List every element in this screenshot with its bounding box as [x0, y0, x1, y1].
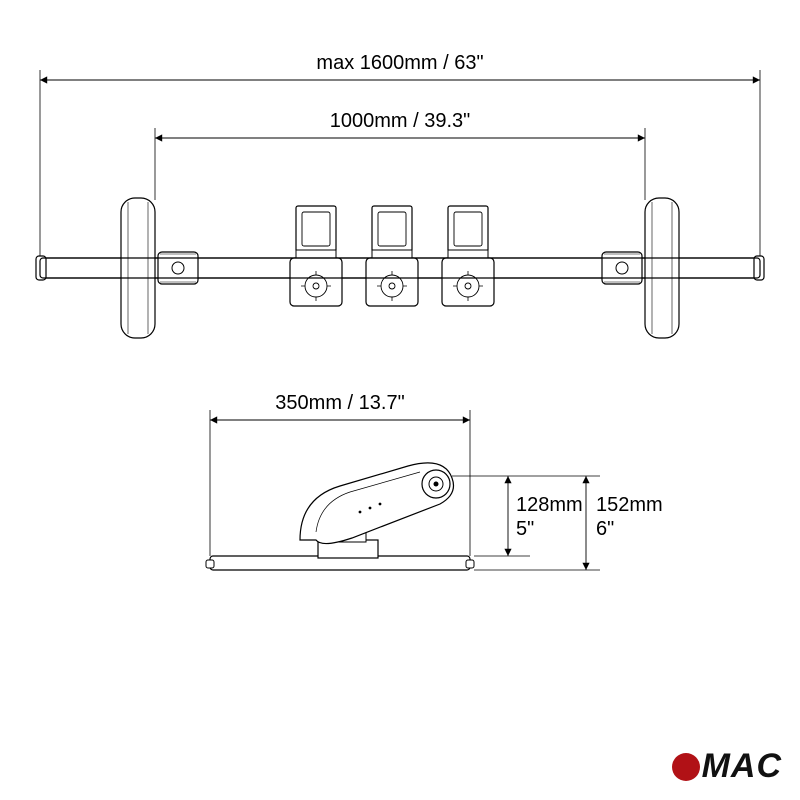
- foot-bracket-3: [442, 206, 494, 306]
- load-stop-right: [602, 198, 679, 338]
- label-inner-width: 1000mm / 39.3": [0, 110, 800, 133]
- label-foot-h-outer-1: 152mm: [596, 494, 663, 517]
- load-stop-left: [121, 198, 198, 338]
- logo-text: MAC: [702, 747, 782, 786]
- label-max-width: max 1600mm / 63": [0, 52, 800, 75]
- foot-bracket-1: [290, 206, 342, 306]
- label-foot-h-inner-1: 128mm: [516, 494, 583, 517]
- foot-side-view: [206, 463, 474, 570]
- brand-logo: MAC: [672, 747, 782, 786]
- label-foot-h-outer-2: 6": [596, 518, 614, 541]
- logo-o-icon: [672, 753, 700, 781]
- label-foot-h-inner-2: 5": [516, 518, 534, 541]
- label-foot-length: 350mm / 13.7": [210, 392, 470, 415]
- foot-bracket-2: [366, 206, 418, 306]
